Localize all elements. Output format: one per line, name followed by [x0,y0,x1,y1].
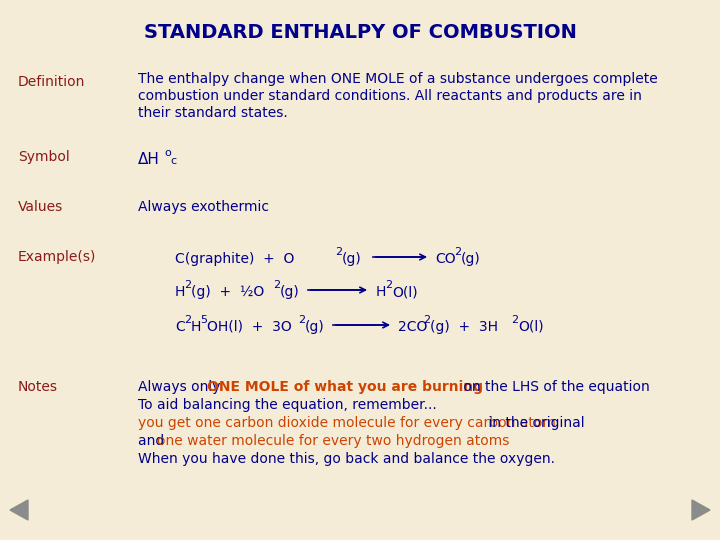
Text: 2: 2 [423,315,430,325]
Text: To aid balancing the equation, remember...: To aid balancing the equation, remember.… [138,398,437,412]
Text: The enthalpy change when ONE MOLE of a substance undergoes complete: The enthalpy change when ONE MOLE of a s… [138,72,658,86]
Text: C(graphite)  +  O: C(graphite) + O [175,252,294,266]
Text: Always only: Always only [138,380,225,394]
Text: 2: 2 [184,280,191,290]
Text: OH(l)  +  3O: OH(l) + 3O [207,320,292,334]
Text: Notes: Notes [18,380,58,394]
Text: Definition: Definition [18,75,86,89]
Text: When you have done this, go back and balance the oxygen.: When you have done this, go back and bal… [138,452,555,466]
Text: one water molecule for every two hydrogen atoms: one water molecule for every two hydroge… [157,434,509,448]
Text: their standard states.: their standard states. [138,106,288,120]
Text: Symbol: Symbol [18,150,70,164]
Text: (g): (g) [461,252,481,266]
Text: 2CO: 2CO [398,320,428,334]
Text: H: H [175,285,185,299]
Text: Example(s): Example(s) [18,250,96,264]
Text: o: o [164,148,171,158]
Text: 2: 2 [385,280,392,290]
Text: (g): (g) [280,285,300,299]
Text: (g)  +  3H: (g) + 3H [430,320,498,334]
Text: c: c [170,156,176,166]
Text: you get one carbon dioxide molecule for every carbon atom: you get one carbon dioxide molecule for … [138,416,556,430]
Text: STANDARD ENTHALPY OF COMBUSTION: STANDARD ENTHALPY OF COMBUSTION [143,23,577,42]
Polygon shape [10,500,28,520]
Text: (g): (g) [305,320,325,334]
Text: H: H [376,285,387,299]
Text: Values: Values [18,200,63,214]
Text: 2: 2 [454,247,461,257]
Text: (g)  +  ½O: (g) + ½O [191,285,264,299]
Text: in the original: in the original [484,416,585,430]
Text: 2: 2 [335,247,342,257]
Text: O(l): O(l) [518,320,544,334]
Text: O(l): O(l) [392,285,418,299]
Text: Always exothermic: Always exothermic [138,200,269,214]
Text: 2: 2 [298,315,305,325]
Text: C: C [175,320,185,334]
Polygon shape [692,500,710,520]
Text: on the LHS of the equation: on the LHS of the equation [459,380,649,394]
Text: combustion under standard conditions. All reactants and products are in: combustion under standard conditions. Al… [138,89,642,103]
Text: 2: 2 [511,315,518,325]
Text: H: H [191,320,202,334]
Text: CO: CO [435,252,456,266]
Text: 2: 2 [273,280,280,290]
Text: 5: 5 [200,315,207,325]
Text: 2: 2 [184,315,191,325]
Text: ONE MOLE of what you are burning: ONE MOLE of what you are burning [207,380,483,394]
Text: and: and [138,434,173,448]
Text: (g): (g) [342,252,361,266]
Text: ΔH: ΔH [138,152,160,167]
